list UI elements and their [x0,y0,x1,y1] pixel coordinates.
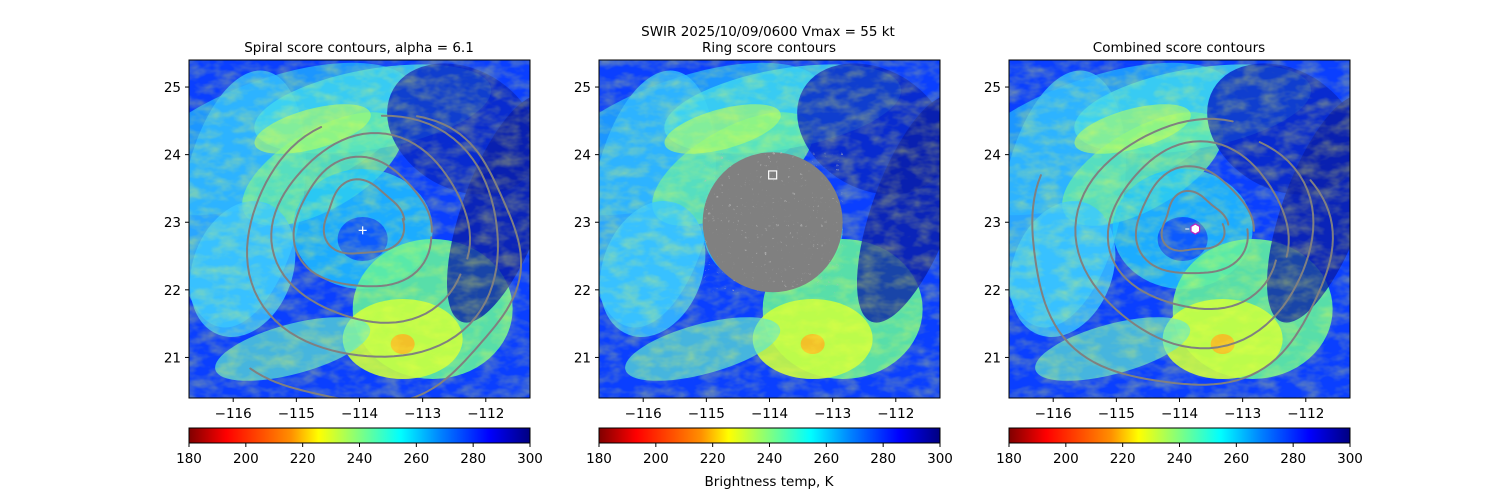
colorbar-tick-label: 300 [927,451,953,467]
panel-ring: Ring score contours −116 −115 −114 −113 −112… [574,40,953,467]
colorbar [188,427,531,444]
colorbar-tick-label: 280 [870,451,896,467]
figure-suptitle: SWIR 2025/10/09/0600 Vmax = 55 kt [641,24,895,40]
colorbar-tick-label: 260 [403,451,429,467]
colorbar-tick-label: 220 [700,451,726,467]
cloud-texture [189,60,530,398]
y-tick-label: 24 [984,148,1001,164]
colorbar-tick-label: 220 [290,451,316,467]
center-marker [358,226,367,235]
y-tick-label: 24 [164,148,181,164]
panel-title: Ring score contours [702,40,836,56]
satellite-image [599,60,940,398]
x-tick-label: −116 [625,406,662,422]
score-contours [1031,117,1334,386]
colorbar [598,427,941,444]
combined-contour [1074,117,1315,350]
y-tick-label: 23 [164,215,181,231]
x-tick-label: −115 [1098,406,1135,422]
colorbar-tick-label: 180 [586,451,612,467]
panel-combined: Combined score contours −116 −115 −114 −113… [984,40,1363,467]
colorbar-tick-label: 240 [757,451,783,467]
spiral-contour [270,132,471,324]
spiral-contour [322,178,406,255]
x-tick-label: −115 [278,406,315,422]
colorbar-label: Brightness temp, K [705,474,835,490]
satellite-image [1009,60,1350,398]
colorbar-tick-label: 280 [1280,451,1306,467]
y-tick-label: 21 [984,350,1001,366]
colorbar-tick-label: 180 [996,451,1022,467]
x-tick-label: −112 [877,406,914,422]
combined-contour [1160,189,1230,252]
colorbar-tick-label: 200 [233,451,259,467]
y-tick-label: 25 [984,80,1001,96]
spiral-contour [249,115,522,398]
cloud-texture [1009,60,1350,398]
colorbar-tick-label: 240 [1167,451,1193,467]
y-tick-label: 25 [164,80,181,96]
panel-spiral: Spiral score contours, alpha = 6.1 −116 −… [164,40,543,467]
colorbar-tick-label: 300 [517,451,543,467]
colorbar-tick-label: 280 [460,451,486,467]
x-tick-label: −116 [215,406,252,422]
colorbar-tick-label: 260 [1223,451,1249,467]
y-tick-label: 22 [574,283,591,299]
center-marker [1185,223,1201,235]
y-tick-label: 21 [574,350,591,366]
satellite-image [189,60,530,398]
y-tick-label: 23 [984,215,1001,231]
y-tick-label: 23 [574,215,591,231]
x-tick-label: −112 [467,406,504,422]
combined-contour [1134,165,1255,275]
score-contours [702,152,843,293]
panel-title: Combined score contours [1093,40,1265,56]
score-contours [246,114,522,398]
x-tick-label: −113 [404,406,441,422]
y-tick-label: 25 [574,80,591,96]
ring-marker [768,170,778,180]
y-tick-label: 22 [984,283,1001,299]
ring-score-texture [702,152,843,293]
colorbar [1008,427,1351,444]
colorbar-tick-label: 240 [347,451,373,467]
x-tick-label: −115 [688,406,725,422]
combined-contour [1106,140,1290,310]
colorbar-tick-label: 300 [1337,451,1363,467]
combined-contour [1031,174,1334,386]
x-tick-label: −112 [1287,406,1324,422]
x-tick-label: −113 [1224,406,1261,422]
colorbar-tick-label: 260 [813,451,839,467]
y-tick-label: 21 [164,350,181,366]
spiral-contour [246,114,499,358]
y-tick-label: 22 [164,283,181,299]
colorbar-tick-label: 220 [1110,451,1136,467]
x-tick-label: −114 [341,406,378,422]
colorbar-tick-label: 180 [176,451,202,467]
colorbar-tick-label: 200 [1053,451,1079,467]
colorbar-tick-label: 200 [643,451,669,467]
spiral-contour [292,155,433,288]
x-tick-label: −114 [751,406,788,422]
x-tick-label: −116 [1035,406,1072,422]
panel-title: Spiral score contours, alpha = 6.1 [244,40,474,56]
y-tick-label: 24 [574,148,591,164]
x-tick-label: −113 [814,406,851,422]
x-tick-label: −114 [1161,406,1198,422]
